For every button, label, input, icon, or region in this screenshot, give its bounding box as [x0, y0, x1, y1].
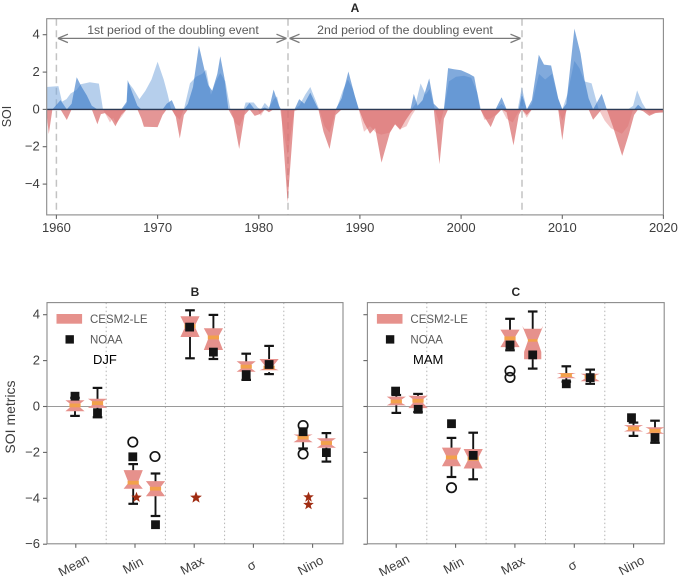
- svg-text:2nd period of the doubling eve: 2nd period of the doubling event: [317, 23, 493, 37]
- svg-text:C: C: [511, 285, 520, 299]
- svg-text:2010: 2010: [548, 220, 577, 235]
- svg-text:DJF: DJF: [93, 352, 117, 367]
- svg-text:B: B: [191, 285, 200, 299]
- svg-text:2: 2: [32, 64, 39, 79]
- svg-text:4: 4: [32, 27, 39, 42]
- svg-text:1990: 1990: [345, 220, 374, 235]
- svg-text:SOI: SOI: [0, 106, 14, 128]
- svg-text:NOAA: NOAA: [410, 334, 443, 346]
- svg-text:−2: −2: [25, 444, 40, 459]
- svg-text:−4: −4: [25, 176, 40, 191]
- svg-text:2020: 2020: [649, 220, 678, 235]
- svg-text:CESM2-LE: CESM2-LE: [90, 314, 148, 326]
- svg-text:0: 0: [33, 399, 40, 414]
- svg-text:SOI metrics: SOI metrics: [2, 380, 18, 453]
- svg-text:1970: 1970: [143, 220, 172, 235]
- svg-text:1st period of the doubling eve: 1st period of the doubling event: [87, 23, 259, 37]
- svg-text:−4: −4: [25, 490, 40, 505]
- svg-text:2: 2: [33, 353, 40, 368]
- svg-text:1960: 1960: [42, 220, 71, 235]
- svg-text:A: A: [351, 1, 360, 15]
- svg-text:NOAA: NOAA: [90, 334, 123, 346]
- svg-text:−2: −2: [25, 139, 40, 154]
- svg-text:−6: −6: [25, 536, 40, 551]
- svg-text:1980: 1980: [244, 220, 273, 235]
- svg-text:MAM: MAM: [413, 352, 443, 367]
- svg-text:2000: 2000: [447, 220, 476, 235]
- svg-text:4: 4: [33, 307, 40, 322]
- svg-text:0: 0: [32, 101, 39, 116]
- svg-text:CESM2-LE: CESM2-LE: [410, 314, 468, 326]
